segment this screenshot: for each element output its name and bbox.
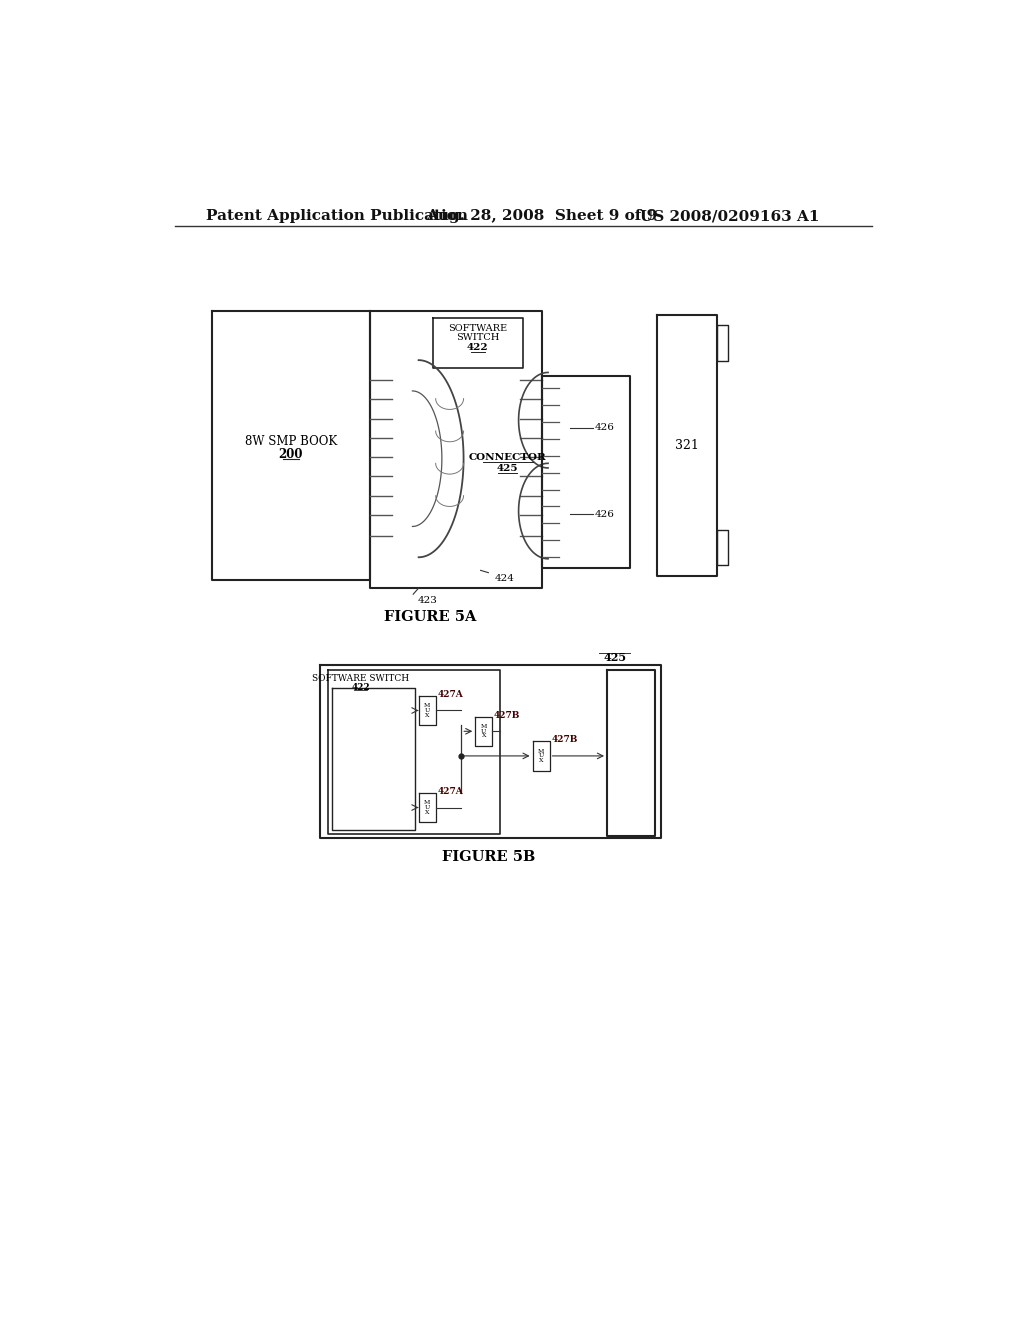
- Text: 321: 321: [675, 438, 698, 451]
- Text: 425: 425: [497, 465, 518, 473]
- Text: SOFTWARE SWITCH: SOFTWARE SWITCH: [312, 675, 409, 684]
- Text: M
U
X: M U X: [424, 800, 430, 814]
- Text: 422: 422: [351, 682, 370, 692]
- Text: FIGURE 5A: FIGURE 5A: [384, 610, 476, 624]
- Text: 426: 426: [595, 424, 614, 433]
- Text: M
U
X: M U X: [424, 704, 430, 718]
- Text: 425: 425: [603, 652, 627, 663]
- Text: 423: 423: [417, 595, 437, 605]
- Text: FIGURE 5B: FIGURE 5B: [441, 850, 535, 863]
- Text: 426: 426: [595, 510, 614, 519]
- Text: 427B: 427B: [494, 710, 520, 719]
- Text: M
U
X: M U X: [538, 748, 545, 763]
- Text: US 2008/0209163 A1: US 2008/0209163 A1: [640, 209, 819, 223]
- Text: 200: 200: [279, 447, 303, 461]
- Text: 8W SMP BOOK: 8W SMP BOOK: [245, 436, 337, 449]
- Text: 427B: 427B: [551, 735, 578, 744]
- Text: Aug. 28, 2008  Sheet 9 of 9: Aug. 28, 2008 Sheet 9 of 9: [426, 209, 657, 223]
- Text: 424: 424: [495, 574, 514, 582]
- Text: M
U
X: M U X: [480, 725, 487, 738]
- Text: 427A: 427A: [437, 690, 463, 698]
- Text: 422: 422: [467, 343, 488, 352]
- Text: SWITCH: SWITCH: [457, 334, 500, 342]
- Text: 427A: 427A: [437, 787, 463, 796]
- Text: Patent Application Publication: Patent Application Publication: [206, 209, 468, 223]
- Text: CONNECTOR: CONNECTOR: [469, 453, 547, 462]
- Text: SOFTWARE: SOFTWARE: [449, 325, 508, 333]
